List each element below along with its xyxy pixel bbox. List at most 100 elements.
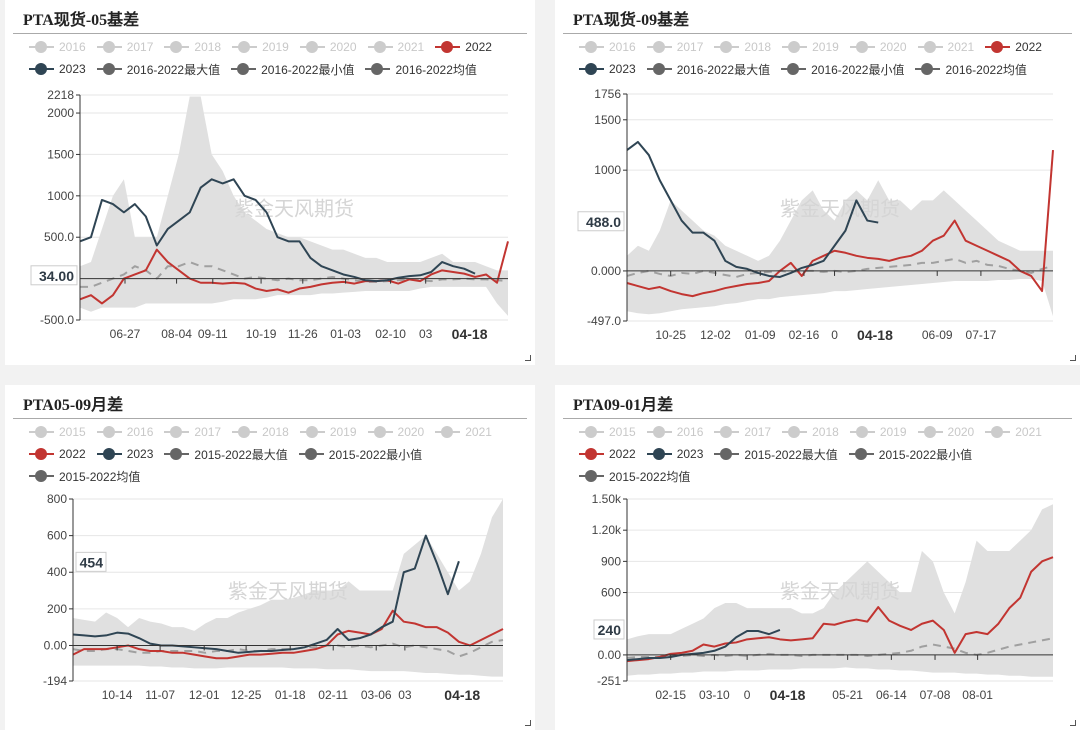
legend-item-2015-2022最大值[interactable]: 2015-2022最大值 [714, 446, 838, 463]
legend-dot [585, 470, 597, 482]
legend-item-2018[interactable]: 2018 [164, 40, 221, 54]
legend-row: 2015-2022均值 [579, 465, 1060, 487]
legend-item-2015-2022最小值[interactable]: 2015-2022最小值 [848, 446, 972, 463]
legend-item-2015[interactable]: 2015 [29, 425, 86, 439]
y-tick-label: 1500 [47, 147, 74, 161]
x-tick-label: 02-10 [375, 327, 406, 341]
legend-label: 2023 [59, 62, 86, 76]
legend-item-2016[interactable]: 2016 [29, 40, 86, 54]
legend-dot [170, 448, 183, 460]
legend-label: 2016 [676, 425, 704, 439]
legend-item-2019[interactable]: 2019 [849, 425, 907, 439]
legend-item-2019[interactable]: 2019 [232, 40, 289, 54]
legend-dot [237, 63, 250, 75]
legend-item-2020[interactable]: 2020 [299, 40, 357, 54]
y-tick-label: -500.0 [40, 313, 74, 327]
legend-item-2016-2022均值[interactable]: 2016-2022均值 [365, 61, 477, 78]
legend-label: 2018 [262, 425, 289, 439]
legend-dot [788, 426, 801, 438]
legend-item-2017[interactable]: 2017 [96, 40, 153, 54]
y-tick-label: 200 [47, 602, 67, 616]
resize-handle[interactable] [1070, 355, 1076, 361]
legend-item-2015-2022均值[interactable]: 2015-2022均值 [579, 468, 690, 485]
legend-item-2018[interactable]: 2018 [232, 425, 289, 439]
legend-item-2017[interactable]: 2017 [646, 40, 703, 54]
legend-label: 2017 [194, 425, 222, 439]
legend-item-2021[interactable]: 2021 [985, 425, 1042, 439]
resize-handle[interactable] [1070, 720, 1076, 726]
legend-item-2016[interactable]: 2016 [96, 425, 153, 439]
legend-dot [720, 41, 733, 53]
legend-item-2021[interactable]: 2021 [367, 40, 424, 54]
legend-item-2020[interactable]: 2020 [849, 40, 907, 54]
legend-item-2023[interactable]: 2023 [579, 62, 636, 76]
legend-item-2021[interactable]: 2021 [917, 40, 974, 54]
y-tick-label: 0.000 [591, 264, 621, 278]
legend-item-2017[interactable]: 2017 [164, 425, 221, 439]
resize-handle[interactable] [525, 720, 531, 726]
legend-item-2020[interactable]: 2020 [917, 425, 974, 439]
max-min-band [627, 180, 1053, 317]
legend-dot [35, 448, 47, 460]
legend-label: 2022 [609, 447, 636, 461]
resize-handle[interactable] [525, 355, 531, 361]
legend-marker-icon [164, 40, 190, 54]
max-min-band [73, 499, 503, 677]
legend-item-2016[interactable]: 2016 [579, 40, 636, 54]
x-tick-label: 07-08 [920, 688, 951, 702]
legend-item-2017[interactable]: 2017 [714, 425, 771, 439]
y-tick-label: -194 [43, 674, 67, 688]
legend-row: 2022 2023 2015-2022最大值 2015-2022最小值 [29, 443, 515, 465]
legend-item-2023[interactable]: 2023 [29, 62, 86, 76]
legend-marker-icon [714, 447, 740, 461]
legend-item-2023[interactable]: 2023 [96, 447, 153, 461]
y-tick-label: 2218 [47, 88, 74, 102]
legend-item-2019[interactable]: 2019 [299, 425, 357, 439]
legend-item-2018[interactable]: 2018 [714, 40, 771, 54]
legend-item-2016-2022均值[interactable]: 2016-2022均值 [915, 61, 1027, 78]
legend-item-2023[interactable]: 2023 [646, 447, 703, 461]
pointer-x-label: 04-18 [444, 687, 480, 703]
legend-item-2016-2022最大值[interactable]: 2016-2022最大值 [646, 61, 770, 78]
legend-item-2015-2022最大值[interactable]: 2015-2022最大值 [164, 446, 288, 463]
legend-item-2015-2022最小值[interactable]: 2015-2022最小值 [298, 446, 422, 463]
x-tick-label: 08-01 [962, 688, 993, 702]
legend-row: 2015 2016 2017 2018 2019 2020 2021 [579, 421, 1060, 443]
chart-title: PTA09-01月差 [573, 397, 674, 414]
y-tick-label: 1756 [594, 87, 621, 101]
legend-marker-icon [96, 425, 122, 439]
chart-title: PTA现货-05基差 [23, 12, 140, 29]
legend-item-2019[interactable]: 2019 [782, 40, 839, 54]
x-tick-label: 12-25 [231, 688, 262, 702]
title-divider [13, 418, 527, 419]
legend-dot [304, 448, 317, 460]
x-tick-label: 09-11 [198, 327, 228, 341]
legend-item-2020[interactable]: 2020 [367, 425, 424, 439]
legend-dot [921, 63, 934, 75]
max-min-band [80, 96, 508, 316]
legend-item-2018[interactable]: 2018 [782, 425, 839, 439]
legend-item-2022[interactable]: 2022 [435, 40, 492, 54]
legend-item-2015[interactable]: 2015 [579, 425, 636, 439]
legend-item-2016-2022最小值[interactable]: 2016-2022最小值 [231, 61, 354, 78]
pointer-y-box [75, 551, 107, 572]
legend-item-2022[interactable]: 2022 [579, 447, 636, 461]
legend-dot [373, 41, 386, 53]
legend-dot [854, 448, 867, 460]
legend-marker-icon [29, 469, 54, 483]
y-tick-label: 500.0 [44, 230, 74, 244]
legend-item-2015-2022均值[interactable]: 2015-2022均值 [29, 468, 140, 485]
legend-dot [102, 41, 115, 53]
x-tick-label: 08-04 [161, 327, 192, 341]
legend-item-2022[interactable]: 2022 [985, 40, 1042, 54]
legend-marker-icon [299, 425, 325, 439]
legend-item-2021[interactable]: 2021 [435, 425, 492, 439]
legend-item-2016-2022最小值[interactable]: 2016-2022最小值 [781, 61, 904, 78]
legend-item-2022[interactable]: 2022 [29, 447, 86, 461]
legend-item-2016-2022最大值[interactable]: 2016-2022最大值 [96, 61, 220, 78]
legend: 2016 2017 2018 2019 2020 2021 2022 2023 2016-202… [579, 36, 1060, 80]
plot-svg: 紫金天风期货 1756 1500 1000 0.000 -497.0 10-25 12-02 0… [577, 87, 1054, 343]
legend-item-2016[interactable]: 2016 [646, 425, 704, 439]
legend-marker-icon [646, 62, 672, 76]
legend-dot [102, 63, 115, 75]
